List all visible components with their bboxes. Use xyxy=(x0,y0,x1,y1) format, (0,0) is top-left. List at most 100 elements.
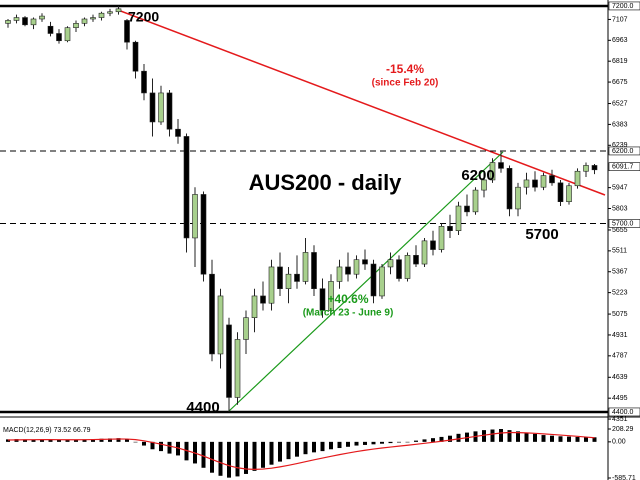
macd-bar xyxy=(269,441,274,465)
y-tick-label: 5223 xyxy=(612,289,628,296)
candle-body xyxy=(115,8,122,13)
candle-body xyxy=(540,175,547,188)
candle-body xyxy=(472,189,479,213)
level-label: 5700.0 xyxy=(612,220,634,227)
macd-bar xyxy=(133,441,138,443)
macd-bar xyxy=(558,436,563,442)
y-tick-label: 5655 xyxy=(612,227,628,234)
candle-body xyxy=(47,25,54,34)
macd-bar xyxy=(82,439,87,442)
candle-body xyxy=(574,170,581,187)
macd-bar xyxy=(295,441,299,457)
macd-bar xyxy=(261,441,265,468)
candle-body xyxy=(438,226,445,250)
level-label: 4400.0 xyxy=(612,409,634,416)
candle-body xyxy=(158,92,164,123)
y-tick-label: 6963 xyxy=(612,37,628,44)
y-tick-label: 6383 xyxy=(612,121,628,128)
macd-bar xyxy=(48,439,53,442)
candle-body xyxy=(166,92,173,130)
macd-bar xyxy=(31,439,36,442)
candle-body xyxy=(132,41,139,72)
candle-body xyxy=(226,324,232,398)
macd-bar xyxy=(74,439,78,442)
candle-body xyxy=(141,70,147,94)
candle-body xyxy=(396,259,402,279)
candle-body xyxy=(336,266,343,282)
candle-body xyxy=(30,18,37,26)
candle-body xyxy=(489,162,496,181)
annotation: (since Feb 20) xyxy=(372,78,439,89)
macd-bar xyxy=(201,441,206,468)
annotation: 6200 xyxy=(461,167,494,184)
macd-bar xyxy=(312,441,316,453)
macd-bar xyxy=(91,439,95,442)
macd-bar xyxy=(23,439,27,442)
macd-bar xyxy=(337,441,342,449)
candle-body xyxy=(183,136,190,239)
signal-line xyxy=(7,431,595,470)
candle-body xyxy=(22,17,28,26)
candle-body xyxy=(549,175,555,184)
macd-bar xyxy=(65,440,70,442)
macd-bar xyxy=(57,440,61,442)
y-tick-label: 6675 xyxy=(612,79,628,86)
level-label-box xyxy=(608,219,640,228)
y-tick-label: 4495 xyxy=(612,395,628,402)
macd-bar xyxy=(533,433,537,442)
macd-bar xyxy=(371,441,376,445)
macd-bar xyxy=(541,435,546,442)
candle-body xyxy=(557,182,564,202)
current-price-box xyxy=(608,162,640,171)
y-tick-label: 5367 xyxy=(612,269,628,276)
candle-body xyxy=(73,23,79,28)
macd-bar xyxy=(516,431,520,442)
macd-bar xyxy=(431,438,435,442)
macd-bar xyxy=(244,441,248,474)
candle-body xyxy=(379,266,385,297)
macd-bar xyxy=(252,441,257,471)
y-tick-label: 6527 xyxy=(612,100,628,107)
candle-body xyxy=(209,273,215,355)
candle-body xyxy=(90,17,96,20)
macd-bar xyxy=(210,441,214,473)
macd-bar xyxy=(550,435,554,442)
y-tick-label: 6239 xyxy=(612,142,628,149)
y-tick-label: 4931 xyxy=(612,332,628,339)
candle-body xyxy=(98,12,105,18)
candle-body xyxy=(294,273,300,282)
candle-body xyxy=(345,266,351,275)
macd-bar xyxy=(482,430,486,442)
y-tick-label: 6819 xyxy=(612,58,628,65)
candle-body xyxy=(175,128,181,137)
macd-bar xyxy=(286,441,291,460)
candle-body xyxy=(39,15,45,20)
macd-bar xyxy=(320,441,325,452)
candle-body xyxy=(353,259,360,275)
macd-bar xyxy=(235,441,240,477)
macd-bar xyxy=(422,439,427,442)
macd-bar xyxy=(567,436,571,442)
macd-bar xyxy=(159,441,163,452)
candle-body xyxy=(523,179,530,188)
candle-body xyxy=(81,18,88,24)
macd-bar xyxy=(278,441,282,462)
y-tick-label: 4639 xyxy=(612,374,628,381)
candle-body xyxy=(302,252,309,282)
candle-body xyxy=(260,295,266,304)
candle-body xyxy=(498,162,504,169)
y-tick-label: 5947 xyxy=(612,184,628,191)
candle-body xyxy=(566,185,572,202)
candle-body xyxy=(192,194,198,239)
macd-bar xyxy=(303,441,308,455)
y-tick-label: 208.29 xyxy=(612,426,634,433)
macd-bar xyxy=(388,441,393,444)
y-tick-label: -585.71 xyxy=(612,475,636,480)
annotation: 7200 xyxy=(128,9,159,25)
macd-bar xyxy=(456,433,461,442)
y-tick-label: 4351 xyxy=(612,416,628,423)
candle-body xyxy=(319,288,326,311)
current-price-label: 6091.7 xyxy=(612,163,634,170)
